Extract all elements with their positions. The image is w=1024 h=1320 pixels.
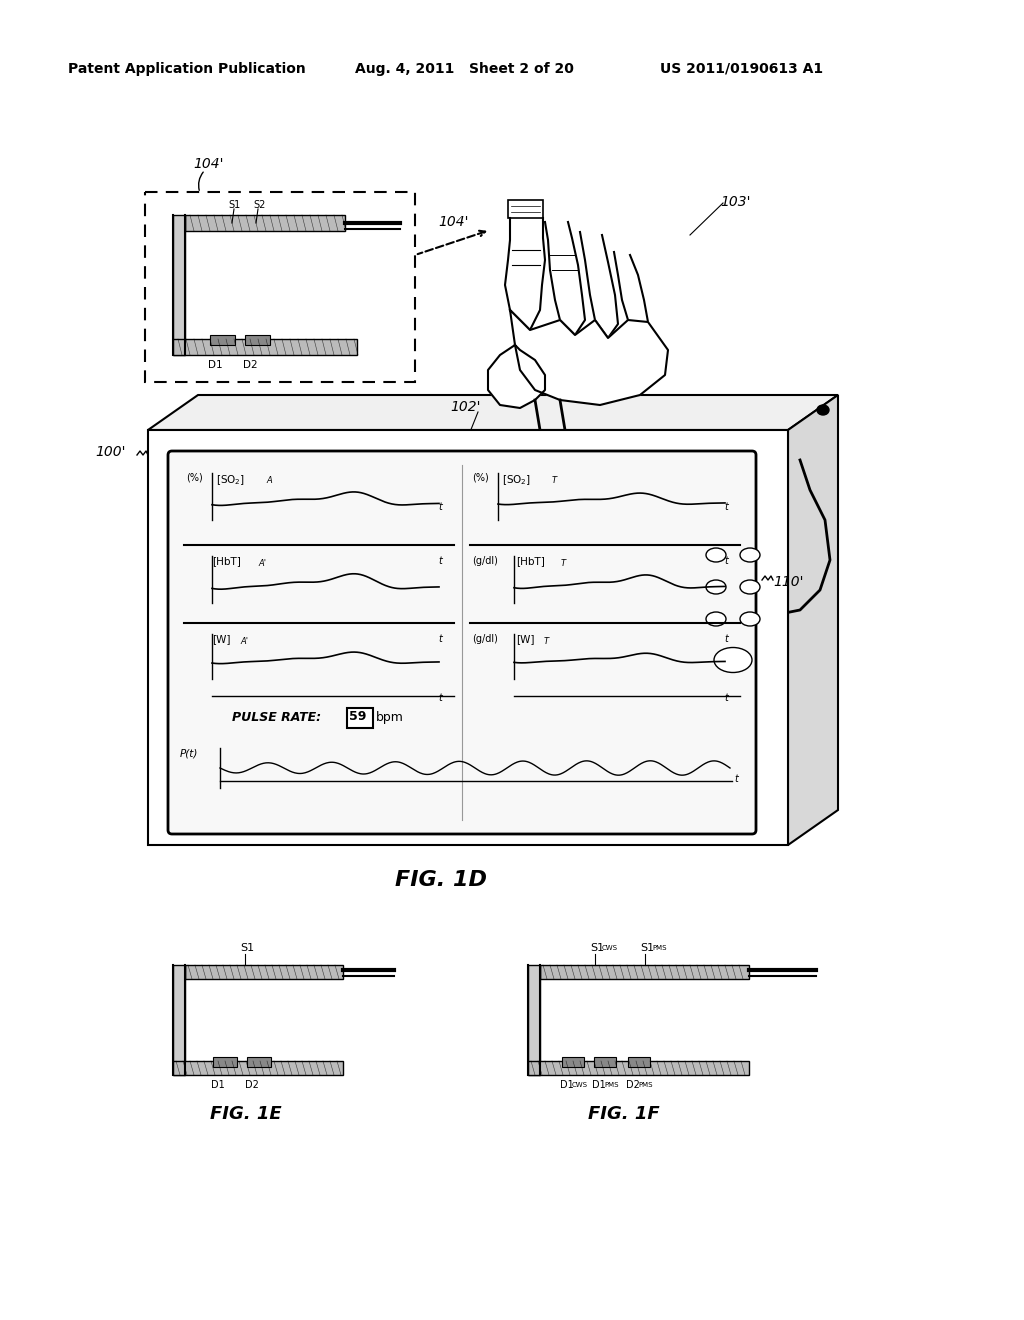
Polygon shape bbox=[148, 395, 838, 430]
Text: T: T bbox=[552, 477, 557, 484]
Text: S1: S1 bbox=[640, 942, 654, 953]
Text: S2: S2 bbox=[253, 201, 265, 210]
Bar bbox=[173, 339, 357, 355]
Text: D2: D2 bbox=[243, 360, 258, 370]
Polygon shape bbox=[510, 310, 668, 405]
Text: bpm: bpm bbox=[376, 711, 403, 723]
Text: t: t bbox=[438, 693, 442, 704]
Bar bbox=[173, 1061, 343, 1074]
Text: [W]: [W] bbox=[516, 634, 535, 644]
Text: FIG. 1F: FIG. 1F bbox=[588, 1105, 659, 1123]
Text: CWS: CWS bbox=[602, 945, 618, 950]
Text: (%): (%) bbox=[472, 473, 488, 483]
Text: [HbT]: [HbT] bbox=[516, 556, 545, 566]
Text: Patent Application Publication: Patent Application Publication bbox=[68, 62, 306, 77]
Polygon shape bbox=[788, 395, 838, 845]
Text: t: t bbox=[734, 774, 738, 784]
Bar bbox=[347, 708, 373, 729]
Text: 104': 104' bbox=[438, 215, 469, 228]
Ellipse shape bbox=[706, 548, 726, 562]
Text: [W]: [W] bbox=[212, 634, 230, 644]
Text: PULSE RATE:: PULSE RATE: bbox=[232, 711, 322, 723]
Text: T: T bbox=[561, 558, 566, 568]
FancyBboxPatch shape bbox=[168, 451, 756, 834]
Text: A': A' bbox=[258, 558, 266, 568]
Ellipse shape bbox=[817, 405, 829, 414]
Bar bbox=[245, 335, 270, 345]
Text: A': A' bbox=[240, 638, 248, 645]
Text: [SO$_2$]: [SO$_2$] bbox=[216, 473, 245, 487]
Text: FIG. 1D: FIG. 1D bbox=[395, 870, 487, 890]
Text: US 2011/0190613 A1: US 2011/0190613 A1 bbox=[660, 62, 823, 77]
Text: 110': 110' bbox=[773, 576, 804, 589]
Polygon shape bbox=[488, 345, 545, 408]
Text: 102': 102' bbox=[450, 400, 480, 414]
Bar bbox=[562, 1057, 584, 1067]
Text: T: T bbox=[544, 638, 549, 645]
Text: PMS: PMS bbox=[652, 945, 667, 950]
Text: (g/dl): (g/dl) bbox=[472, 556, 498, 566]
Text: A: A bbox=[266, 477, 271, 484]
Bar bbox=[528, 1061, 749, 1074]
Bar bbox=[173, 215, 185, 355]
Text: S1: S1 bbox=[240, 942, 254, 953]
Text: [SO$_2$]: [SO$_2$] bbox=[502, 473, 531, 487]
Text: D1: D1 bbox=[211, 1080, 224, 1090]
Text: S1: S1 bbox=[590, 942, 604, 953]
Text: (g/dl): (g/dl) bbox=[472, 634, 498, 644]
Text: D2: D2 bbox=[245, 1080, 259, 1090]
Text: t: t bbox=[438, 502, 442, 512]
Text: FIG. 1E: FIG. 1E bbox=[210, 1105, 282, 1123]
Text: t: t bbox=[724, 502, 728, 512]
Text: D1: D1 bbox=[592, 1080, 606, 1090]
Text: t: t bbox=[724, 556, 728, 566]
Text: Aug. 4, 2011   Sheet 2 of 20: Aug. 4, 2011 Sheet 2 of 20 bbox=[355, 62, 573, 77]
Text: PMS: PMS bbox=[638, 1082, 652, 1088]
Ellipse shape bbox=[740, 612, 760, 626]
Bar bbox=[210, 335, 234, 345]
Text: D1: D1 bbox=[560, 1080, 573, 1090]
Polygon shape bbox=[508, 201, 543, 218]
Bar bbox=[148, 430, 788, 845]
Bar bbox=[540, 965, 749, 979]
Ellipse shape bbox=[714, 648, 752, 672]
Ellipse shape bbox=[740, 548, 760, 562]
Bar bbox=[594, 1057, 616, 1067]
Bar bbox=[213, 1057, 237, 1067]
Text: D2: D2 bbox=[626, 1080, 640, 1090]
Ellipse shape bbox=[706, 612, 726, 626]
Text: [HbT]: [HbT] bbox=[212, 556, 241, 566]
Text: t: t bbox=[438, 634, 442, 644]
Text: P(t): P(t) bbox=[180, 748, 199, 758]
Text: D1: D1 bbox=[208, 360, 222, 370]
Text: S1: S1 bbox=[228, 201, 241, 210]
Text: 103': 103' bbox=[720, 195, 751, 209]
Text: (%): (%) bbox=[186, 473, 203, 483]
Text: t: t bbox=[724, 693, 728, 704]
Ellipse shape bbox=[706, 579, 726, 594]
Text: CWS: CWS bbox=[572, 1082, 588, 1088]
Bar bbox=[145, 191, 415, 381]
Bar bbox=[247, 1057, 271, 1067]
Text: t: t bbox=[438, 556, 442, 566]
Text: PMS: PMS bbox=[604, 1082, 618, 1088]
Text: 100': 100' bbox=[95, 445, 126, 459]
Bar bbox=[173, 965, 185, 1074]
Bar bbox=[628, 1057, 650, 1067]
Bar bbox=[528, 965, 540, 1074]
Text: 59: 59 bbox=[349, 710, 367, 723]
Bar bbox=[185, 965, 343, 979]
Text: t: t bbox=[724, 634, 728, 644]
Text: 104': 104' bbox=[193, 157, 223, 172]
Bar bbox=[185, 215, 345, 231]
Ellipse shape bbox=[740, 579, 760, 594]
